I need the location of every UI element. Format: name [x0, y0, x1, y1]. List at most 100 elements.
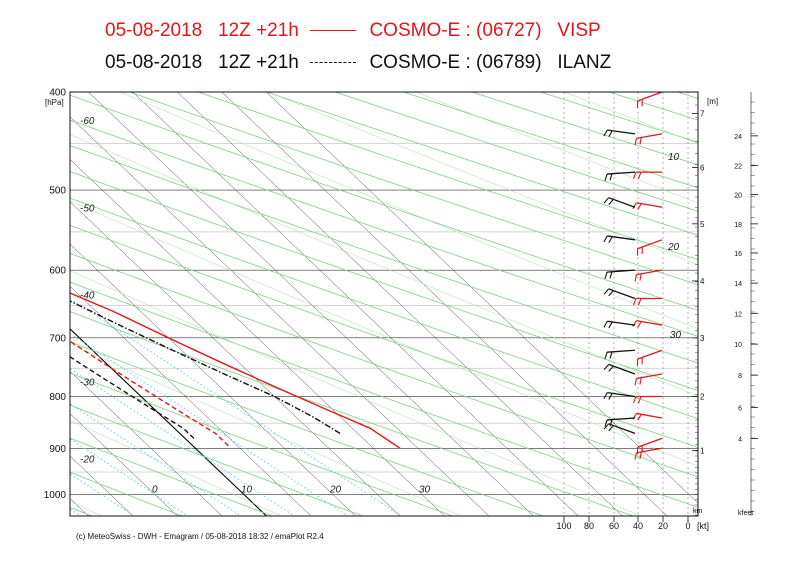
wind-barb-feather	[639, 377, 642, 385]
wind-barb-visp	[636, 239, 663, 256]
kfeet-tick-label: 24	[734, 134, 742, 141]
isotherm-label-left: -40	[80, 290, 95, 301]
wind-barb-staff	[637, 349, 663, 360]
wind-tick-label: 80	[584, 521, 594, 531]
kfeet-unit-label: kfeet	[738, 510, 753, 517]
isotherm-line	[70, 370, 223, 516]
dry-adiabat-line	[70, 94, 698, 311]
wind-barb-feather	[608, 199, 614, 206]
run-time-visp: 12Z +21h	[218, 20, 299, 41]
wind-barb-feather	[608, 290, 614, 297]
isotherm-line	[132, 92, 579, 516]
run-time-ilanz: 12Z +21h	[218, 52, 299, 73]
wind-barb-staff	[636, 133, 663, 140]
isotherm-line	[177, 92, 623, 516]
wind-barb-feather	[634, 274, 637, 282]
moist-adiabat-line	[416, 92, 698, 204]
plot-frame	[69, 91, 699, 517]
dry-adiabat-line	[266, 92, 698, 236]
dry-adiabat-line	[70, 404, 363, 516]
wind-barb-feather	[634, 452, 637, 460]
dry-adiabat-line	[70, 506, 92, 516]
chart-series	[70, 292, 401, 449]
height-unit-label: [m]	[707, 97, 718, 106]
height-tick-label: 3	[700, 334, 705, 343]
wind-barb-ilanz	[603, 391, 636, 400]
profile-ilanz-dewpoint	[70, 356, 195, 439]
legend-line-ilanz: 05-08-2018 12Z +21h COSMO-E : (06789) IL…	[105, 52, 611, 74]
kfeet-tick-label: 14	[734, 281, 742, 288]
profile-visp-temperature	[70, 292, 401, 449]
wind-barb-ilanz	[603, 320, 636, 329]
kfeet-tick-label: 8	[738, 373, 742, 380]
kfeet-tick-label: 10	[734, 342, 742, 349]
wind-barb-ilanz	[604, 349, 636, 360]
wind-barb-visp	[634, 447, 663, 460]
isotherm-label: 0	[152, 485, 158, 496]
dry-adiabat-line	[334, 92, 698, 212]
wind-barb-visp	[636, 349, 663, 367]
wind-barb-feather	[603, 320, 608, 328]
wind-barb-feather	[632, 171, 637, 179]
mixing-ratio-line	[70, 333, 349, 516]
height-label-on-plot: 10	[668, 152, 680, 163]
pressure-tick-label: 600	[49, 266, 66, 277]
wind-barb-visp	[634, 133, 663, 146]
height-tick-label: 4	[700, 277, 705, 286]
isotherm-line	[70, 158, 445, 516]
wind-tick-label: 0	[685, 521, 690, 531]
wind-barb-feather	[637, 203, 642, 210]
wind-barb-visp	[634, 269, 663, 282]
mixing-ratio-line	[70, 473, 135, 516]
wind-barb-feather	[609, 419, 613, 427]
height-label-on-plot: 20	[667, 242, 680, 253]
pressure-tick-label: 700	[49, 333, 66, 344]
station-name-visp: VISP	[557, 20, 601, 41]
wind-barb-feather	[603, 235, 608, 243]
height-tick-label: 2	[700, 393, 705, 402]
mixing-ratio-line	[70, 508, 82, 516]
wind-barb-ilanz	[603, 197, 636, 208]
wind-barb-feather	[639, 273, 642, 281]
wind-barb-feather	[608, 393, 613, 400]
height-tick-label: 6	[700, 164, 705, 173]
kfeet-tick-label: 16	[734, 251, 742, 258]
mixing-ratio-line	[70, 368, 295, 516]
isotherm-line	[0, 92, 44, 516]
wind-barb-ilanz	[603, 423, 636, 434]
wind-barb-visp	[634, 373, 663, 386]
wind-barb-staff	[608, 288, 636, 300]
wind-barb-visp	[636, 92, 663, 108]
pressure-tick-label: 900	[49, 444, 66, 455]
wind-barb-visp	[632, 412, 663, 421]
wind-barb-feather	[609, 84, 614, 89]
isotherm-line	[88, 92, 534, 516]
wind-barb-staff	[637, 437, 663, 448]
wind-barb-staff	[636, 373, 663, 380]
wind-barb-staff	[633, 92, 635, 93]
wind-barb-staff	[637, 92, 663, 102]
dry-adiabat-line	[0, 92, 2, 516]
model-station-ilanz: COSMO-E : (06789)	[369, 52, 542, 73]
wind-tick-label: 60	[609, 521, 619, 531]
wind-barb-feather	[608, 425, 614, 432]
wind-barb-staff	[636, 412, 663, 419]
kfeet-tick-label: 22	[734, 164, 742, 171]
wind-barb-ilanz	[603, 235, 636, 244]
run-date-ilanz: 05-08-2018	[105, 52, 203, 73]
kfeet-tick-label: 4	[738, 436, 742, 443]
wind-barb-feather	[603, 423, 610, 430]
moist-adiabat-line	[268, 92, 698, 266]
dry-adiabat-line	[70, 372, 453, 516]
dry-adiabat-line	[70, 281, 698, 508]
wind-barb-staff	[608, 197, 636, 208]
wind-barb-feather	[639, 137, 642, 145]
wind-barb-feather	[603, 364, 610, 371]
wind-barb-feather	[639, 451, 642, 459]
mixing-ratio-line	[70, 438, 188, 516]
height-tick-label: 7	[700, 109, 705, 118]
wind-barb-feather	[634, 378, 637, 386]
wind-barb-staff	[637, 239, 663, 250]
km-label: km	[693, 508, 703, 515]
moist-adiabat-line	[70, 420, 282, 516]
